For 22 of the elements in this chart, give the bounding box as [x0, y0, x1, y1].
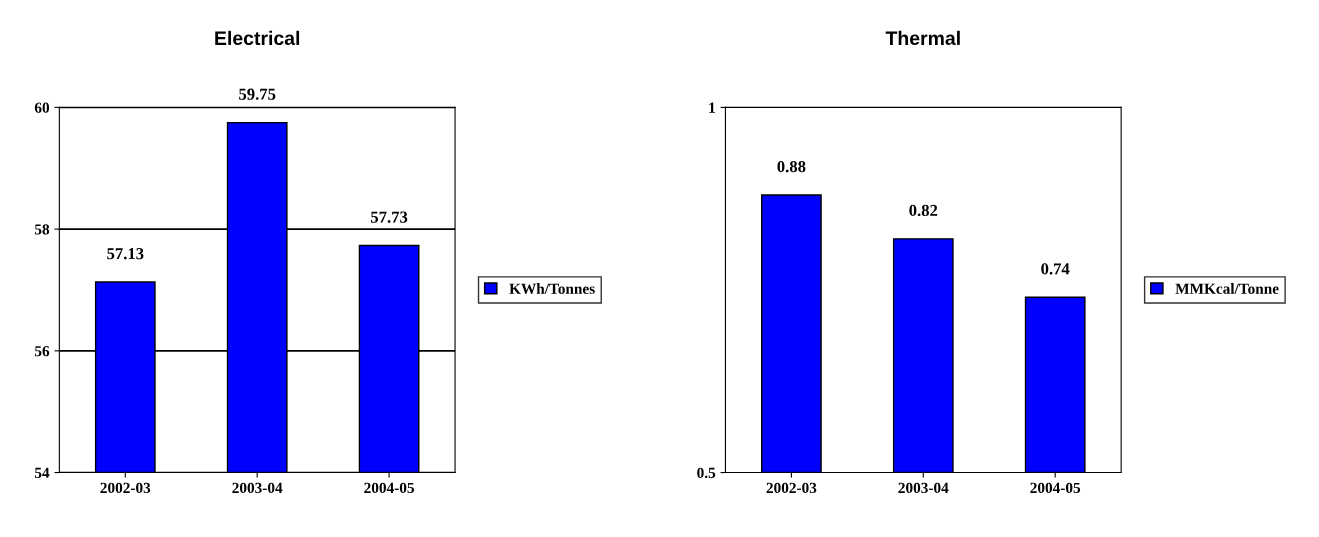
data-label: 59.75 — [239, 88, 276, 100]
x-tick-label: 2004-05 — [364, 482, 415, 494]
chart-title: Electrical — [215, 30, 300, 46]
y-tick-label: 0.5 — [697, 467, 716, 479]
x-tick-label: 2003-04 — [232, 482, 283, 494]
legend-label: MMKcal/Tonne — [1175, 283, 1279, 294]
data-label: 0.88 — [777, 160, 806, 173]
y-tick-label: 1 — [709, 102, 715, 113]
data-label: 0.74 — [1041, 263, 1070, 275]
chart-title: Thermal — [885, 30, 960, 46]
data-label: 57.73 — [371, 211, 408, 223]
data-label: 57.13 — [107, 248, 144, 260]
x-tick-label: 2004-05 — [1030, 482, 1081, 494]
y-tick-label: 54 — [34, 467, 50, 479]
x-tick-label: 2002-03 — [100, 482, 151, 494]
x-tick-label: 2002-03 — [766, 482, 817, 494]
y-tick-label: 56 — [34, 346, 50, 357]
data-label: 0.82 — [909, 204, 938, 217]
y-tick-label: 60 — [34, 102, 50, 113]
x-tick-label: 2003-04 — [898, 482, 949, 494]
legend-label: KWh/Tonnes — [509, 283, 595, 294]
y-tick-label: 58 — [34, 224, 50, 235]
